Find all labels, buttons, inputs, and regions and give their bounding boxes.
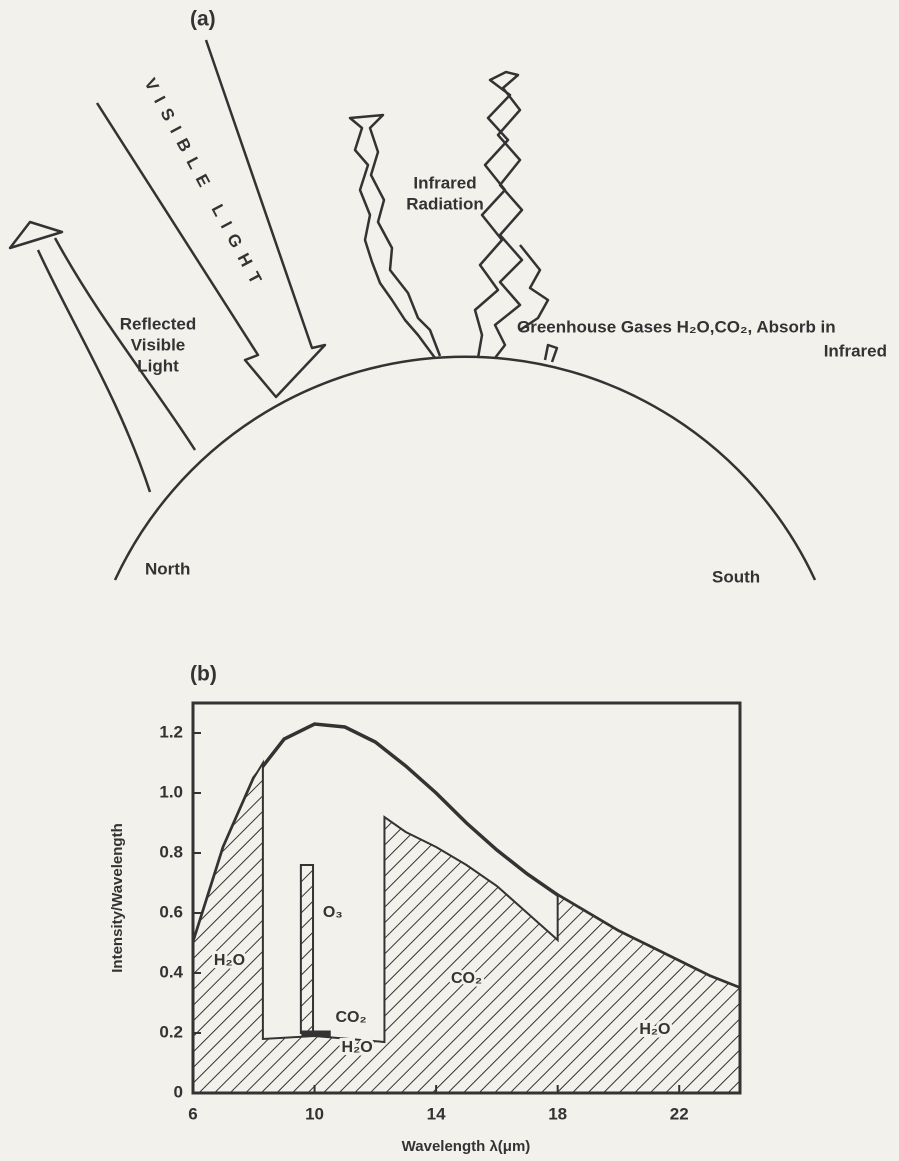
annotation: CO₂ — [451, 970, 482, 987]
infrared-arrow — [519, 244, 550, 332]
greenhouse-label: Infrared — [824, 341, 887, 360]
x-tick-label: 10 — [305, 1104, 324, 1123]
y-axis-label: Intensity/Wavelength — [109, 823, 126, 972]
y-tick-label: 1.2 — [159, 722, 183, 741]
greenhouse-label: Greenhouse Gases H₂O,CO₂, Absorb in — [517, 317, 836, 336]
reflected-arrow — [8, 220, 197, 493]
annotation: O₃ — [323, 904, 343, 921]
absorbed-area — [192, 759, 741, 1094]
south-label: South — [712, 567, 760, 586]
chart-title: (b) — [190, 663, 217, 686]
x-axis-label: Wavelength λ(μm) — [402, 1138, 531, 1155]
visible-arrow — [95, 39, 327, 399]
plot-frame — [191, 701, 742, 1095]
x-tick-label: 22 — [670, 1104, 689, 1123]
y-tick-label: 0 — [174, 1082, 183, 1101]
x-tick-label: 14 — [427, 1104, 446, 1123]
y-tick-label: 0.4 — [159, 962, 183, 981]
panel-title: (a) — [190, 8, 216, 31]
annotation: H₂O — [639, 1021, 670, 1038]
north-label: North — [145, 559, 190, 578]
co2-band — [301, 1030, 331, 1037]
panel-a: (a) VISIBLE LIGHT Reflected Visible Ligh… — [8, 8, 887, 586]
infrared-arrow — [543, 343, 559, 363]
y-tick-label: 0.6 — [159, 902, 183, 921]
absorbed-area — [299, 864, 315, 1034]
annotation: H₂O — [214, 952, 245, 969]
x-tick-label: 18 — [548, 1104, 567, 1123]
infrared-arrow — [473, 70, 524, 359]
visible-label: VISIBLE LIGHT — [141, 75, 270, 295]
annotation: H₂O — [342, 1039, 373, 1056]
reflected-label: Light — [137, 356, 179, 375]
y-tick-label: 1.0 — [159, 782, 183, 801]
infrared-arrow — [348, 113, 442, 359]
reflected-label: Visible — [131, 335, 186, 354]
reflected-label: Reflected — [120, 314, 197, 333]
annotation: CO₂ — [335, 1009, 366, 1026]
y-tick-label: 0.8 — [159, 842, 183, 861]
earth — [113, 355, 817, 581]
y-tick-label: 0.2 — [159, 1022, 183, 1041]
infrared-label: Infrared — [413, 173, 476, 192]
infrared-label: Radiation — [406, 194, 483, 213]
x-tick-label: 6 — [188, 1104, 197, 1123]
